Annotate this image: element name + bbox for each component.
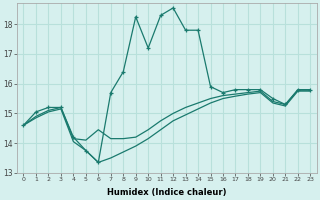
X-axis label: Humidex (Indice chaleur): Humidex (Indice chaleur) [107, 188, 227, 197]
